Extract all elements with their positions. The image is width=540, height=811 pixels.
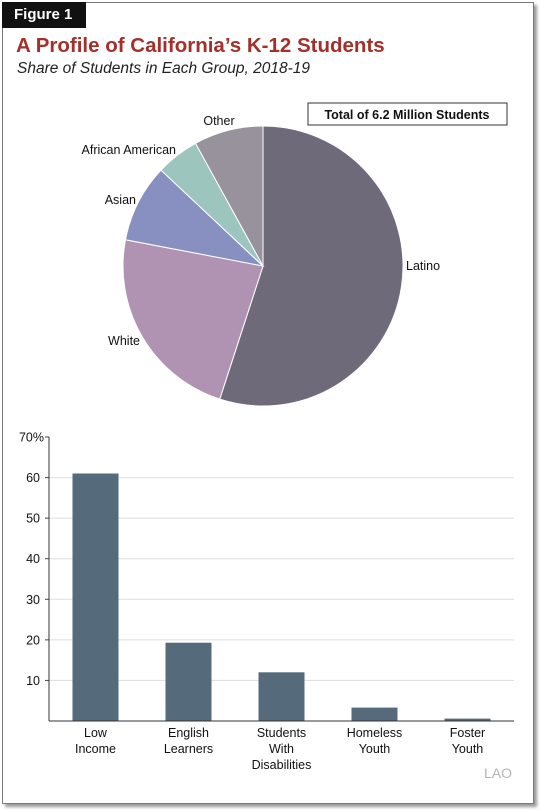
pie-slice-latino bbox=[219, 125, 404, 407]
pie-label-asian: Asian bbox=[105, 193, 136, 207]
y-tick-label: 60 bbox=[26, 471, 40, 485]
pie-label-latino: Latino bbox=[406, 259, 440, 273]
pie-label-african-american: African American bbox=[82, 143, 177, 157]
bar-homeless-youth bbox=[351, 707, 398, 721]
x-label-students-with-disabilities: Students With Disabilities bbox=[252, 726, 312, 772]
y-tick-label: 50 bbox=[26, 512, 40, 526]
total-annotation: Total of 6.2 Million Students bbox=[324, 108, 489, 122]
bar-chart: 10 20 30 40 50 60 70% Low Income English Learners S… bbox=[19, 431, 514, 772]
pie-label-white: White bbox=[108, 334, 140, 348]
bar-students-with-disabilities bbox=[258, 672, 305, 721]
figure-title: A Profile of California’s K-12 Students bbox=[16, 34, 385, 57]
y-tick-label: 20 bbox=[26, 633, 40, 647]
pie-slice-white bbox=[122, 239, 264, 400]
x-label-homeless-youth: Homeless Youth bbox=[347, 726, 403, 756]
bar-foster-youth bbox=[444, 718, 491, 721]
y-tick-label-top: 70% bbox=[19, 431, 44, 445]
figure-subtitle: Share of Students in Each Group, 2018-19 bbox=[17, 60, 310, 77]
x-label-low-income: Low Income bbox=[75, 726, 116, 756]
figure-tag: Figure 1 bbox=[2, 2, 86, 28]
bar-english-learners bbox=[165, 642, 212, 721]
pie-slice-other bbox=[194, 125, 264, 267]
x-label-foster-youth: Foster Youth bbox=[450, 726, 485, 756]
total-annotation-box bbox=[307, 102, 508, 126]
y-tick-label: 30 bbox=[26, 593, 40, 607]
y-tick-label: 10 bbox=[26, 674, 40, 688]
y-tick-label: 40 bbox=[26, 552, 40, 566]
bar-low-income bbox=[72, 473, 119, 721]
x-label-english-learners: English Learners bbox=[164, 726, 213, 756]
pie-label-other: Other bbox=[203, 114, 234, 128]
lao-watermark: LAO bbox=[484, 765, 512, 781]
pie-chart: Latino White Asian African American Other bbox=[82, 114, 440, 407]
pie-slice-asian bbox=[124, 169, 265, 267]
